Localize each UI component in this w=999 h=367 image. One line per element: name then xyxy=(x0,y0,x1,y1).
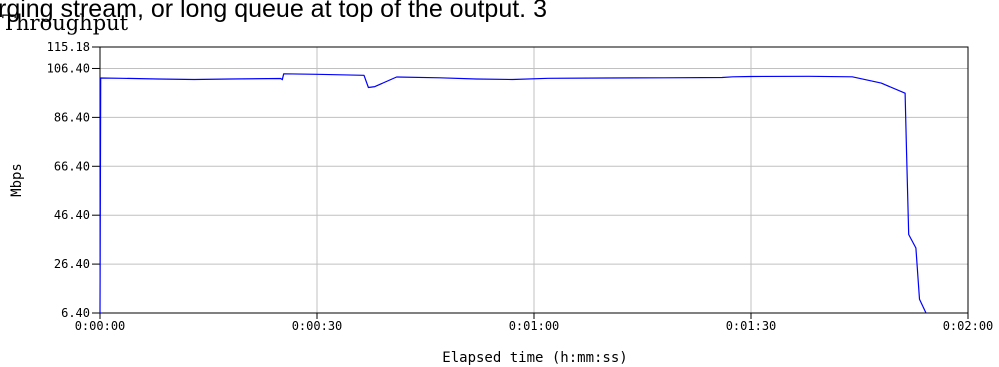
series-layer xyxy=(99,73,927,314)
cropped-caption-text: rging stream, or long queue at top of th… xyxy=(0,0,547,23)
y-tick-label: 66.40 xyxy=(54,159,90,173)
axis-ticks: 6.40 26.40 46.40 66.40 86.40 106.40 115.18 0:00… xyxy=(47,40,994,333)
y-tick-label: 115.18 xyxy=(47,40,90,54)
y-axis-label: Mbps xyxy=(9,163,25,197)
y-tick-label: 106.40 xyxy=(47,61,90,75)
grid-lines xyxy=(100,47,968,313)
x-tick-label: 0:02:00 xyxy=(943,319,994,333)
y-tick-label: 6.40 xyxy=(61,306,90,320)
x-axis-label: Elapsed time (h:mm:ss) xyxy=(442,350,627,366)
y-tick-label: 26.40 xyxy=(54,257,90,271)
chart-title: Throughput xyxy=(2,11,129,35)
x-tick-label: 0:00:00 xyxy=(75,319,126,333)
x-tick-label: 0:01:00 xyxy=(509,319,560,333)
x-tick-label: 0:00:30 xyxy=(292,319,343,333)
x-tick-label: 0:01:30 xyxy=(726,319,777,333)
y-tick-label: 86.40 xyxy=(54,110,90,124)
y-tick-label: 46.40 xyxy=(54,208,90,222)
series-line-throughput xyxy=(99,73,927,314)
